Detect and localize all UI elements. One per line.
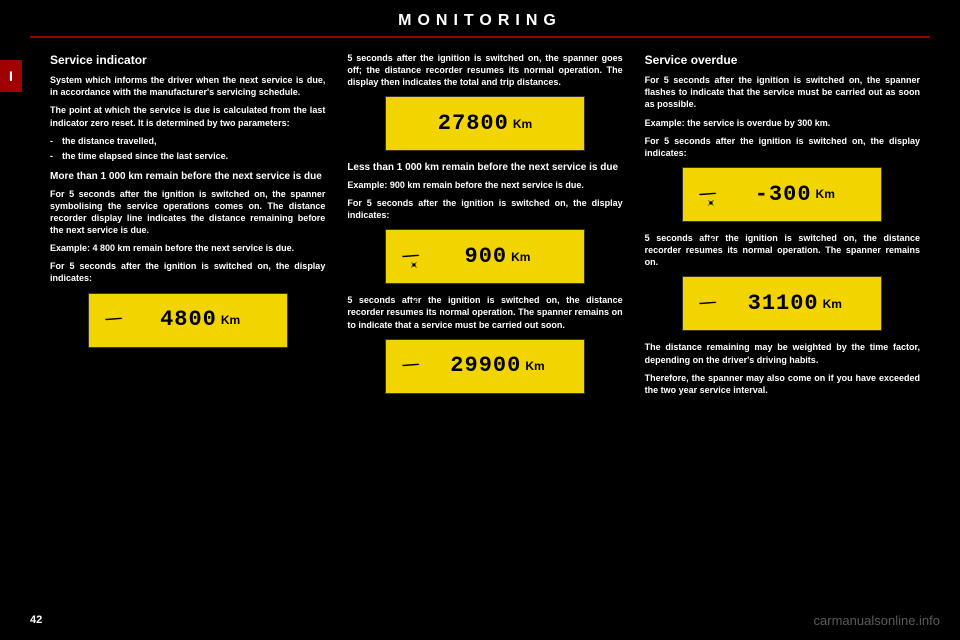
lcd-display: ⟋ 29900 Km <box>385 339 585 394</box>
page-number: 42 <box>30 614 42 626</box>
display-unit: Km <box>221 312 240 328</box>
body-text: The point at which the service is due is… <box>50 104 325 128</box>
service-overdue-heading: Service overdue <box>645 52 920 68</box>
lcd-display: ⟋ 900 Km <box>385 229 585 284</box>
body-text: The distance remaining may be weighted b… <box>645 341 920 365</box>
lcd-display: ⟋ 4800 Km <box>88 293 288 348</box>
display-value: -300 <box>755 180 812 210</box>
list-item: -the distance travelled, <box>50 135 325 147</box>
column-3: Service overdue For 5 seconds after the … <box>645 52 920 404</box>
display-value: 29900 <box>450 351 521 381</box>
column-2: 5 seconds after the ignition is switched… <box>347 52 622 404</box>
display-value: 31100 <box>748 289 819 319</box>
side-tab: I <box>0 60 22 92</box>
body-text: 5 seconds after the ignition is switched… <box>347 52 622 88</box>
service-indicator-heading: Service indicator <box>50 52 325 68</box>
lcd-display: ⟋ 31100 Km <box>682 276 882 331</box>
list-text: the distance travelled, <box>62 135 157 147</box>
display-unit: Km <box>823 296 842 312</box>
body-text: For 5 seconds after the ignition is swit… <box>645 74 920 110</box>
body-text: For 5 seconds after the ignition is swit… <box>347 197 622 221</box>
page-title: MONITORING <box>0 0 960 36</box>
content-columns: Service indicator System which informs t… <box>0 52 960 404</box>
display-unit: Km <box>511 249 530 265</box>
wrench-icon: ⟋ <box>398 245 421 268</box>
body-text: 5 seconds after the ignition is switched… <box>347 294 622 330</box>
display-unit: Km <box>513 116 532 132</box>
body-text: Example: 4 800 km remain before the next… <box>50 242 325 254</box>
lcd-display: 27800 Km <box>385 96 585 151</box>
body-text: For 5 seconds after the ignition is swit… <box>50 260 325 284</box>
body-text: Example: 900 km remain before the next s… <box>347 179 622 191</box>
header-rule <box>30 36 930 38</box>
body-text: Example: the service is overdue by 300 k… <box>645 117 920 129</box>
display-unit: Km <box>525 358 544 374</box>
list-item: -the time elapsed since the last service… <box>50 150 325 162</box>
display-unit: Km <box>816 186 835 202</box>
display-value: 4800 <box>160 305 217 335</box>
body-text: Therefore, the spanner may also come on … <box>645 372 920 396</box>
display-value: 27800 <box>438 109 509 139</box>
wrench-icon: ⟋ <box>695 292 718 315</box>
lcd-display: ⟋ -300 Km <box>682 167 882 222</box>
subheading: More than 1 000 km remain before the nex… <box>50 170 325 184</box>
wrench-icon: ⟋ <box>695 183 718 206</box>
wrench-icon: ⟋ <box>398 355 421 378</box>
watermark: carmanualsonline.info <box>814 613 940 628</box>
body-text: 5 seconds after the ignition is switched… <box>645 232 920 268</box>
column-1: Service indicator System which informs t… <box>50 52 325 404</box>
subheading: Less than 1 000 km remain before the nex… <box>347 161 622 175</box>
list-text: the time elapsed since the last service. <box>62 150 228 162</box>
body-text: For 5 seconds after the ignition is swit… <box>645 135 920 159</box>
display-value: 900 <box>465 242 508 272</box>
body-text: For 5 seconds after the ignition is swit… <box>50 188 325 237</box>
body-text: System which informs the driver when the… <box>50 74 325 98</box>
param-list: -the distance travelled, -the time elaps… <box>50 135 325 162</box>
wrench-icon: ⟋ <box>101 308 124 331</box>
